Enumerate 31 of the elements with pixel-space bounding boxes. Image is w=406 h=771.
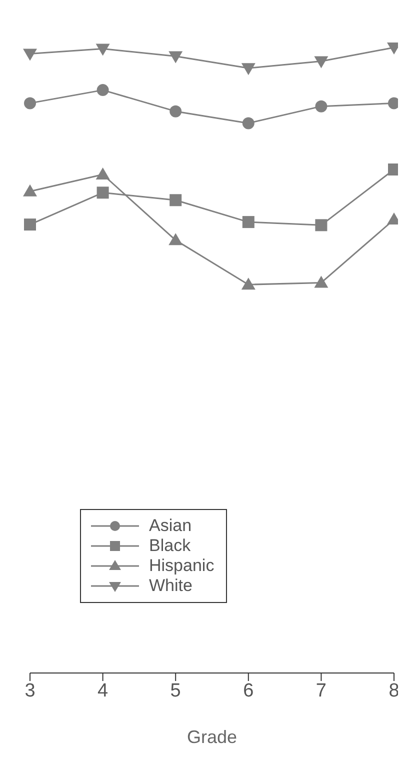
legend-label: Hispanic: [149, 556, 214, 576]
x-tick-label: 4: [98, 680, 109, 702]
point: [170, 194, 182, 206]
point: [168, 233, 183, 246]
legend-label: Asian: [149, 516, 192, 536]
point: [24, 218, 36, 231]
x-tick-label: 5: [170, 680, 181, 702]
point: [96, 84, 109, 96]
point: [23, 48, 37, 61]
legend-label: Black: [149, 536, 191, 556]
x-tick-label: 3: [24, 680, 36, 702]
point: [96, 186, 109, 199]
point: [96, 168, 110, 180]
point: [315, 219, 328, 232]
point: [314, 276, 328, 288]
point: [241, 63, 256, 76]
point: [314, 56, 328, 68]
point: [170, 105, 182, 118]
point: [242, 117, 254, 130]
point: [315, 100, 328, 112]
x-tick-label: 7: [316, 680, 326, 702]
x-axis-title: Grade: [186, 727, 238, 747]
x-tick-label: 8: [388, 680, 400, 702]
point: [96, 44, 110, 56]
point: [242, 216, 254, 228]
point: [24, 97, 36, 110]
point: [241, 278, 256, 290]
point: [23, 184, 37, 196]
legend-label: White: [149, 576, 192, 596]
point: [168, 51, 183, 64]
x-tick-label: 6: [243, 680, 254, 702]
